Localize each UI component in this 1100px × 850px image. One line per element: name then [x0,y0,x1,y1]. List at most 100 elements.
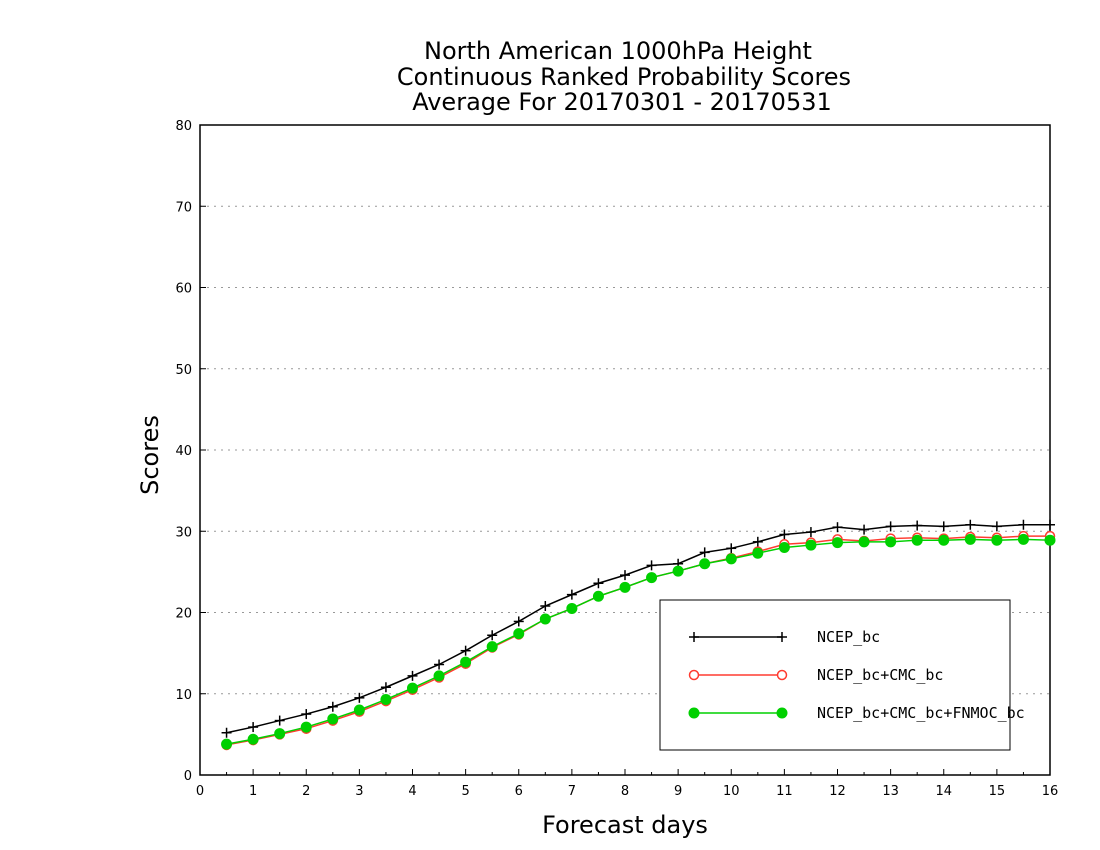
data-point [805,527,816,538]
legend-entry-1: NCEP_bc [689,628,880,646]
series-layer [221,519,1056,751]
data-point [646,560,657,571]
legend-marker [776,669,788,681]
legend-marker [776,707,788,719]
data-point [885,536,897,548]
series-3 [221,533,1056,750]
data-point [300,721,312,733]
data-point [1018,519,1029,530]
data-point [726,543,737,554]
x-tick-label: 0 [196,784,204,799]
x-tick-label: 9 [674,784,682,799]
data-point [911,534,923,546]
data-point [620,570,630,581]
chart-title-line-3: Average For 20170301 - 20170531 [412,88,832,116]
data-point [487,630,498,641]
x-axis: 0 1 2 3 4 5 6 7 8 9 10 11 12 13 14 15 16 [196,769,1058,799]
data-point [513,616,524,627]
legend: NCEP_bc NCEP_bc+CMC_bc NCEP_bc+CMC_bc+FNMO… [659,599,1025,751]
data-point [912,520,923,531]
legend-entry-3: NCEP_bc+CMC_bc+FNMOC_bc [688,704,1025,722]
data-point [301,709,312,720]
x-tick-label: 5 [461,784,469,799]
x-tick-label: 1 [249,784,257,799]
x-tick-label: 6 [515,784,523,799]
data-point [832,537,843,549]
data-point [938,534,950,546]
x-tick-label: 2 [302,784,310,799]
y-tick-label: 40 [175,444,192,459]
data-point [407,682,418,694]
legend-marker [688,707,700,719]
data-point [274,715,285,726]
y-tick-label: 50 [175,363,192,378]
x-tick-label: 11 [776,784,793,799]
data-point [434,659,445,670]
data-point [1045,519,1055,530]
data-point [248,722,259,733]
data-point [460,656,472,668]
x-tick-label: 16 [1042,784,1059,799]
x-axis-label: Forecast days [542,811,708,839]
chart-title-line-1: North American 1000hPa Height [424,37,812,65]
chart-title-line-2: Continuous Ranked Probability Scores [397,63,851,91]
data-point [566,602,578,614]
x-tick-label: 3 [355,784,363,799]
legend-entry-2: NCEP_bc+CMC_bc [688,666,943,684]
legend-label: NCEP_bc+CMC_bc+FNMOC_bc [817,704,1025,722]
legend-marker [688,669,700,681]
data-point [699,547,710,558]
y-tick-label: 10 [175,688,192,703]
data-point [752,536,763,547]
data-point [221,727,232,738]
data-point [247,733,259,745]
data-point [539,613,551,625]
data-point [858,536,870,548]
data-point [725,553,737,565]
data-point [1044,534,1056,546]
data-point [619,581,631,593]
y-tick-label: 0 [184,769,192,784]
x-tick-label: 7 [568,784,576,799]
data-point [832,522,843,533]
data-point [486,641,498,653]
data-point [964,533,976,545]
data-point [513,628,525,640]
series-1 [221,519,1055,738]
data-point [646,572,658,584]
data-point [274,728,286,740]
y-tick-label: 30 [175,525,192,540]
data-point [433,670,445,682]
data-point [593,578,604,589]
y-axis: 0 10 20 30 40 50 60 70 80 [175,119,206,784]
data-point [672,565,684,577]
chart-title: North American 1000hPa Height Continuous… [397,37,851,116]
y-tick-label: 80 [175,119,192,134]
data-point [699,558,711,570]
data-point [965,519,976,530]
legend-marker [777,632,787,642]
x-tick-label: 12 [829,784,846,799]
data-point [380,693,392,705]
data-point [460,645,471,656]
x-tick-label: 15 [989,784,1006,799]
data-point [752,547,764,559]
x-tick-label: 14 [935,784,952,799]
data-point [805,539,817,551]
data-point [991,521,1002,532]
x-tick-label: 8 [621,784,629,799]
data-point [991,534,1003,546]
x-tick-label: 13 [882,784,899,799]
data-point [407,670,418,681]
data-point [540,601,551,611]
data-point [327,701,338,712]
data-point [1017,533,1029,545]
y-axis-label: Scores [136,415,164,495]
data-point [592,590,604,602]
x-tick-label: 10 [723,784,740,799]
data-point [778,542,790,553]
y-tick-label: 70 [175,200,192,215]
legend-label: NCEP_bc [817,628,880,646]
data-point [354,692,365,703]
legend-label: NCEP_bc+CMC_bc [817,666,943,684]
